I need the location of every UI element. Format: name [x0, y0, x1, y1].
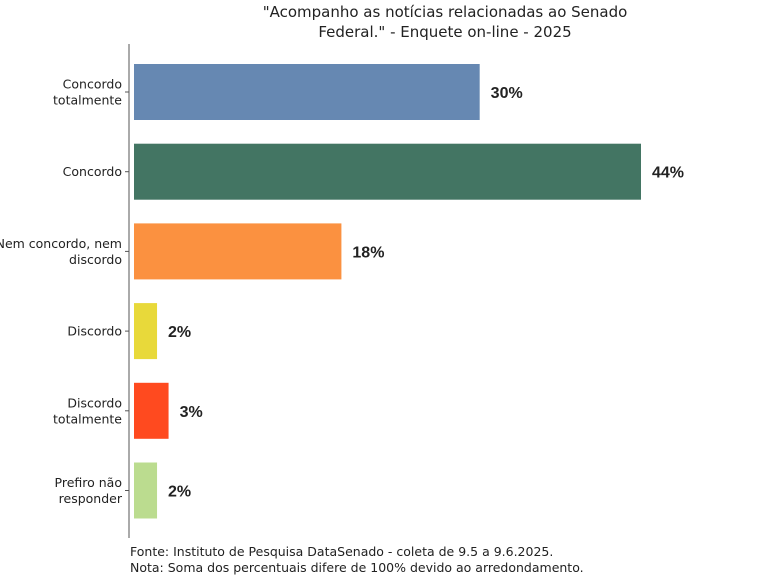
category-label-5-0: Prefiro não — [55, 475, 122, 490]
chart-footer: Fonte: Instituto de Pesquisa DataSenado … — [130, 544, 584, 576]
category-label-2-0: Nem concordo, nem — [0, 236, 122, 251]
bar-2 — [134, 223, 342, 280]
bar-1 — [134, 143, 641, 200]
footer-note: Nota: Soma dos percentuais difere de 100… — [130, 560, 584, 575]
chart-title: "Acompanho as notícias relacionadas ao S… — [200, 2, 690, 42]
category-label-3-0: Discordo — [67, 324, 122, 339]
category-label-0-0: Concordo — [63, 77, 122, 92]
bar-3 — [134, 303, 158, 360]
bar-4 — [134, 382, 169, 439]
footer-source: Fonte: Instituto de Pesquisa DataSenado … — [130, 544, 554, 559]
category-label-4-1: totalmente — [53, 411, 122, 426]
bar-5 — [134, 462, 158, 519]
value-label-1: 44% — [652, 165, 684, 182]
value-label-3: 2% — [168, 324, 191, 341]
category-label-5-1: responder — [59, 491, 123, 506]
category-label-0-1: totalmente — [53, 93, 122, 108]
category-label-4-0: Discordo — [67, 395, 122, 410]
value-label-0: 30% — [491, 85, 523, 102]
value-label-5: 2% — [168, 484, 191, 501]
category-label-1-0: Concordo — [63, 164, 122, 179]
chart-title-line-1: "Acompanho as notícias relacionadas ao S… — [262, 3, 628, 21]
category-label-2-1: discordo — [69, 252, 122, 267]
value-label-2: 18% — [352, 244, 384, 261]
chart-title-line-2: Federal." - Enquete on-line - 2025 — [318, 23, 572, 41]
value-label-4: 3% — [180, 404, 203, 421]
bar-0 — [134, 64, 480, 120]
